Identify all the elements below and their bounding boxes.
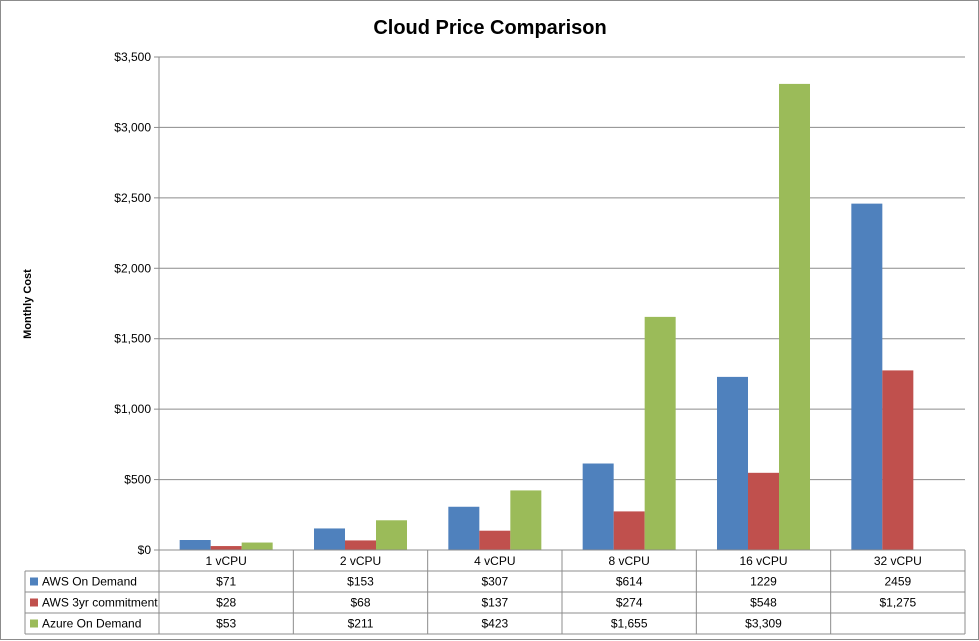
data-cell: $68 (350, 596, 370, 610)
bar (717, 376, 748, 550)
bar (448, 506, 480, 550)
category-label: 1 vCPU (205, 554, 246, 568)
bar (582, 463, 614, 550)
data-cell: $53 (216, 617, 236, 631)
y-tick-label: $0 (138, 543, 152, 557)
data-cell: $3,309 (745, 617, 782, 631)
data-cell: $1,655 (611, 617, 648, 631)
bar (241, 542, 273, 550)
data-cell: $71 (216, 575, 236, 589)
data-cell: $137 (481, 596, 508, 610)
data-cell: $153 (347, 575, 374, 589)
category-label: 4 vCPU (474, 554, 515, 568)
bar (748, 472, 779, 550)
bar (314, 528, 345, 550)
legend-label: Azure On Demand (42, 617, 141, 631)
legend-label: AWS On Demand (42, 575, 137, 589)
data-cell: $307 (481, 575, 508, 589)
data-cell: $548 (750, 596, 777, 610)
bar (210, 546, 242, 550)
data-cell: $28 (216, 596, 236, 610)
y-tick-label: $2,000 (114, 261, 151, 275)
data-cell: $211 (348, 617, 374, 631)
y-tick-label: $500 (124, 473, 151, 487)
data-cell: $614 (616, 575, 643, 589)
category-label: 8 vCPU (608, 554, 649, 568)
data-cell: $1,275 (879, 596, 916, 610)
category-label: 2 vCPU (340, 554, 381, 568)
category-label: 32 vCPU (874, 554, 922, 568)
y-tick-label: $3,000 (114, 120, 151, 134)
y-tick-label: $2,500 (114, 191, 151, 205)
legend-swatch (30, 577, 38, 586)
y-tick-label: $1,500 (114, 332, 151, 346)
data-cell: 1229 (750, 575, 777, 589)
legend-swatch (30, 619, 38, 628)
data-cell: $423 (481, 617, 508, 631)
y-axis-title: Monthly Cost (22, 269, 34, 339)
chart-title: Cloud Price Comparison (373, 17, 606, 39)
legend-label: AWS 3yr commitment (42, 596, 158, 610)
bar (779, 83, 810, 550)
bar (613, 511, 645, 550)
category-label: 16 vCPU (739, 554, 787, 568)
data-cell: $274 (616, 596, 643, 610)
bar (479, 530, 511, 550)
bar (345, 540, 376, 550)
bar (644, 316, 676, 550)
bar (179, 539, 211, 550)
bar (510, 490, 542, 550)
bar (376, 520, 407, 550)
y-tick-label: $1,000 (114, 402, 151, 416)
legend-swatch (30, 598, 38, 607)
data-cell: 2459 (884, 575, 911, 589)
y-tick-label: $3,500 (114, 50, 151, 64)
bar (851, 203, 883, 551)
bar (882, 370, 914, 550)
